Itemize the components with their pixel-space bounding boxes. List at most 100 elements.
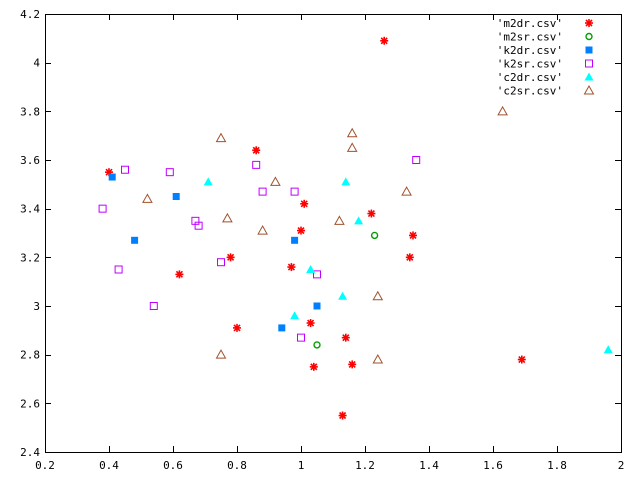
y-tick-label: 4 [33,57,40,70]
x-tick-label: 0.6 [163,459,183,472]
x-tick-label: 1.4 [419,459,439,472]
data-point [108,173,116,181]
legend: 'm2dr.csv''m2sr.csv''k2dr.csv''k2sr.csv'… [497,17,595,98]
data-point [309,362,318,371]
data-point [370,231,379,240]
data-point [131,236,139,244]
data-point [142,193,153,203]
legend-marker [583,84,595,95]
data-point [121,165,129,174]
data-point [405,253,414,262]
legend-label: 'k2dr.csv' [497,44,563,57]
data-point [258,187,267,196]
data-point [270,176,281,186]
x-tick-label: 2 [618,459,625,472]
y-tick-label: 3.6 [20,154,40,167]
data-point [409,231,417,240]
data-point [257,225,268,235]
x-tick-label: 0.4 [99,459,119,472]
data-point [165,168,174,177]
y-tick-label: 3.2 [20,251,40,264]
data-point [297,333,305,342]
data-point [603,345,613,354]
data-point [341,177,351,186]
x-tick-label: 0.2 [35,459,55,472]
data-point [300,199,309,208]
data-point [194,221,203,230]
data-point [215,349,227,359]
data-point [252,146,261,155]
data-point [517,355,526,364]
data-point [306,265,316,273]
data-point [203,177,213,186]
data-point [313,302,321,310]
y-tick-label: 3.8 [20,105,40,118]
data-point [222,212,233,223]
data-point [372,290,384,301]
y-tick-label: 2.4 [20,446,40,459]
x-tick-label: 1.6 [483,459,503,472]
legend-label: 'c2sr.csv' [497,85,563,98]
data-point [338,291,348,300]
data-point [306,319,315,328]
series-3 [98,156,421,342]
y-tick-label: 2.6 [20,397,40,410]
series-2 [108,173,321,332]
data-point [114,265,123,274]
data-point [252,160,261,169]
data-point [367,209,376,218]
x-tick-label: 1.2 [355,459,375,472]
data-point [233,323,241,332]
series-5 [142,105,508,364]
data-point [149,302,158,310]
legend-marker [585,32,593,41]
data-points [98,36,613,420]
plot-frame [45,14,622,453]
x-tick-label: 1.8 [547,459,567,472]
data-point [291,236,299,244]
data-point [401,186,412,196]
data-point [215,132,227,143]
data-point [338,411,347,420]
data-point [290,187,299,196]
data-point [497,105,508,116]
data-point [354,216,364,225]
y-axis: 2.4 2.6 2.8 3 3.2 3.4 3.6 3.8 4 4.2 [20,8,621,459]
data-point [217,258,225,267]
data-point [372,354,384,364]
data-point [172,193,180,200]
data-point [175,270,184,279]
data-point [287,263,296,272]
legend-marker [585,59,593,68]
series-4 [203,177,613,354]
y-tick-label: 4.2 [20,8,40,21]
data-point [278,324,286,332]
x-axis: 0.2 0.4 0.6 0.8 1 1.2 1.4 1.6 1.8 2 [35,14,624,472]
x-tick-label: 1 [298,459,305,472]
data-point [412,156,421,164]
series-0 [105,36,526,420]
data-point [297,226,305,235]
data-point [313,270,321,279]
data-point [346,127,358,138]
legend-marker [585,46,593,54]
data-point [346,142,358,152]
data-point [98,204,107,213]
y-tick-label: 2.8 [20,349,40,362]
data-point [380,36,389,45]
legend-label: 'c2dr.csv' [497,71,563,84]
y-tick-label: 3 [33,300,40,313]
legend-marker [585,19,593,27]
data-point [290,311,300,320]
legend-label: 'm2dr.csv' [497,17,563,30]
data-point [341,333,350,342]
data-point [226,253,235,262]
series-1 [313,231,379,349]
data-point [348,360,357,369]
data-point [313,341,321,349]
legend-label: 'm2sr.csv' [497,31,563,44]
legend-marker [584,72,594,81]
legend-label: 'k2sr.csv' [497,58,563,71]
x-tick-label: 0.8 [227,459,247,472]
